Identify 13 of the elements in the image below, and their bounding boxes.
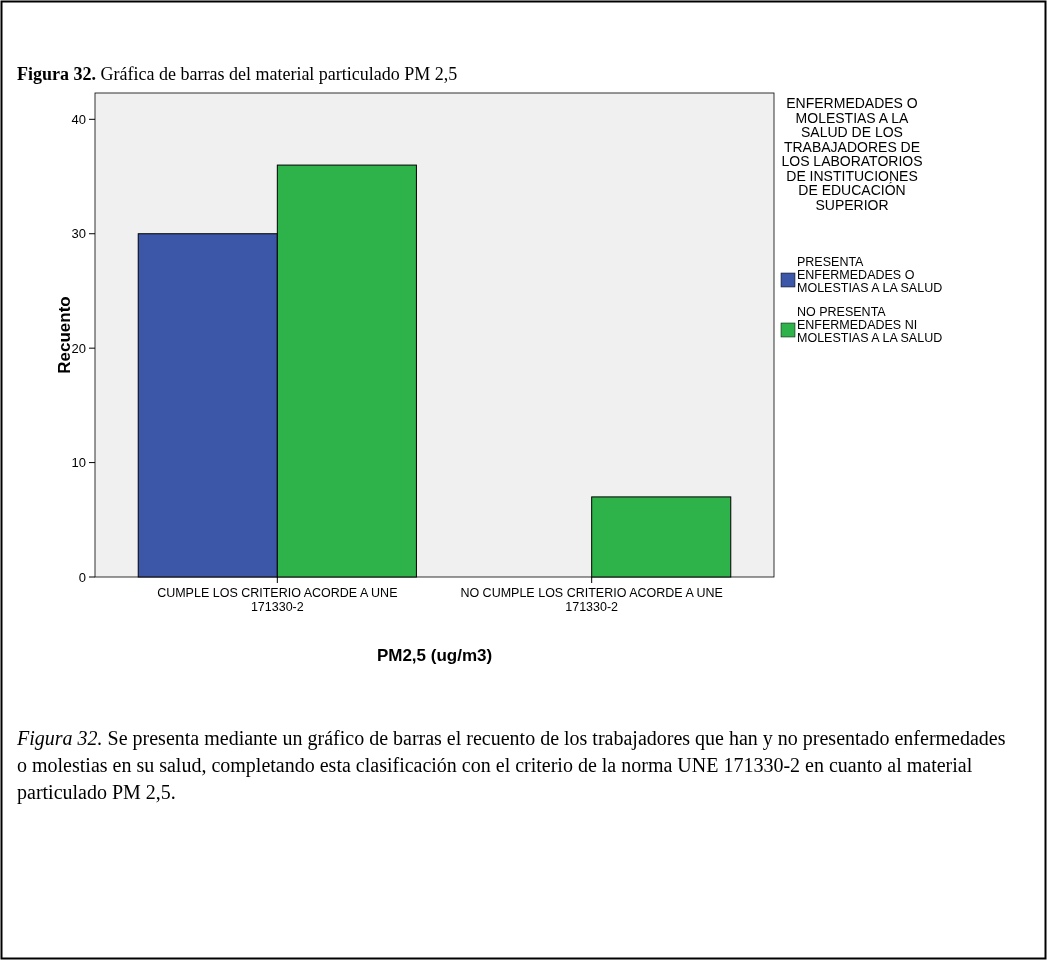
- legend-title: ENFERMEDADES O MOLESTIAS A LA SALUD DE LOS TRABAJADORES DE LOS LABORATORIOS DE INSTITUCIONES DE EDUCACIÓN SUPERIOR: [781, 95, 923, 213]
- x-tick-label: NO CUMPLE LOS CRITERIO ACORDE A UNE 171330-2: [460, 586, 723, 614]
- legend-label: PRESENTA ENFERMEDADES O MOLESTIAS A LA SALUD: [797, 255, 943, 295]
- x-axis-title: PM2,5 (ug/m3): [376, 646, 493, 665]
- y-tick-label: 20: [71, 340, 86, 356]
- x-tick-label: CUMPLE LOS CRITERIO ACORDE A UNE 171330-2: [157, 586, 398, 614]
- y-tick-label: 10: [71, 455, 86, 471]
- y-tick-label: 30: [71, 226, 86, 242]
- legend-label: NO PRESENTA ENFERMEDADES NI MOLESTIAS A LA SALUD: [797, 305, 943, 345]
- chart-title: Figura 32. Gráfica de barras del material particulado PM 2,5: [17, 64, 458, 84]
- y-tick-label: 40: [71, 111, 86, 127]
- y-tick-label: 0: [78, 569, 86, 585]
- text: Figura 32. Se presenta mediante un gráfico de barras el recuento de los trabajadores que han y no presentado enfermedades o molestias en su salud, completando esta clasificación con el criterio de la norma UNE 171330-2 en cuanto al material particulado PM 2,5.: [16, 727, 1006, 804]
